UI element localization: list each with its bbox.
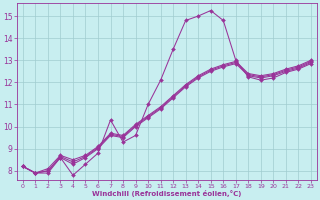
X-axis label: Windchill (Refroidissement éolien,°C): Windchill (Refroidissement éolien,°C) — [92, 190, 242, 197]
